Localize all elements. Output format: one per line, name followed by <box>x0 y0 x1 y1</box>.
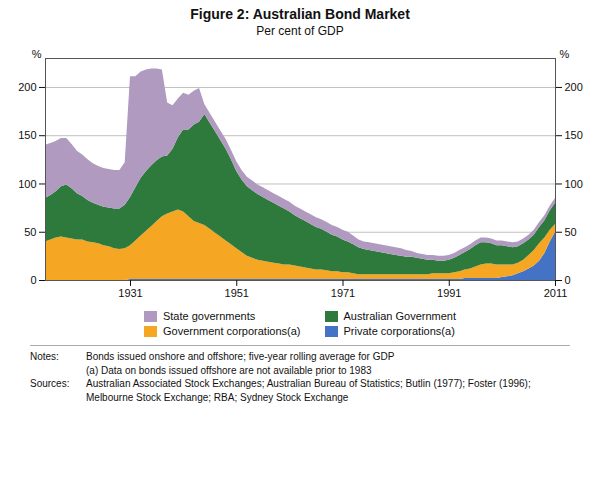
svg-text:1931: 1931 <box>118 287 142 299</box>
svg-text:%: % <box>560 48 570 60</box>
svg-text:1971: 1971 <box>331 287 355 299</box>
svg-text:1991: 1991 <box>437 287 461 299</box>
svg-text:50: 50 <box>24 226 36 238</box>
html-text:Notes:: Notes: <box>30 351 59 362</box>
svg-text:150: 150 <box>18 129 36 141</box>
html-text:Private corporations(a): Private corporations(a) <box>343 325 455 337</box>
svg-text:0: 0 <box>30 274 36 286</box>
html-text:Figure 2: Australian Bond Mark: Figure 2: Australian Bond Market <box>190 6 410 22</box>
svg-text:100: 100 <box>565 177 583 189</box>
svg-text:1951: 1951 <box>225 287 249 299</box>
html-text:State governments: State governments <box>163 310 256 322</box>
html-text:(a) Data on bonds issued offsh: (a) Data on bonds issued offshore are no… <box>86 364 372 376</box>
svg-text:100: 100 <box>18 177 36 189</box>
svg-text:0: 0 <box>565 274 571 286</box>
html-text:Australian Government: Australian Government <box>343 310 456 322</box>
svg-text:200: 200 <box>565 81 583 93</box>
html-text:Bonds issued onshore and offsh: Bonds issued onshore and offshore; five-… <box>86 351 395 362</box>
html-text:Australian Associated Stock Ex: Australian Associated Stock Exchanges; A… <box>86 378 531 389</box>
html-text:Per cent of GDP: Per cent of GDP <box>256 24 344 38</box>
svg-text:%: % <box>32 48 42 60</box>
html-text:Sources:: Sources: <box>30 378 70 389</box>
html-text:Melbourne Stock Exchange; RBA;: Melbourne Stock Exchange; RBA; Sydney St… <box>86 391 349 403</box>
html-text:Government corporations(a): Government corporations(a) <box>163 325 301 337</box>
svg-text:50: 50 <box>565 226 577 238</box>
svg-text:2011: 2011 <box>544 287 568 299</box>
svg-text:200: 200 <box>18 81 36 93</box>
svg-text:150: 150 <box>565 129 583 141</box>
